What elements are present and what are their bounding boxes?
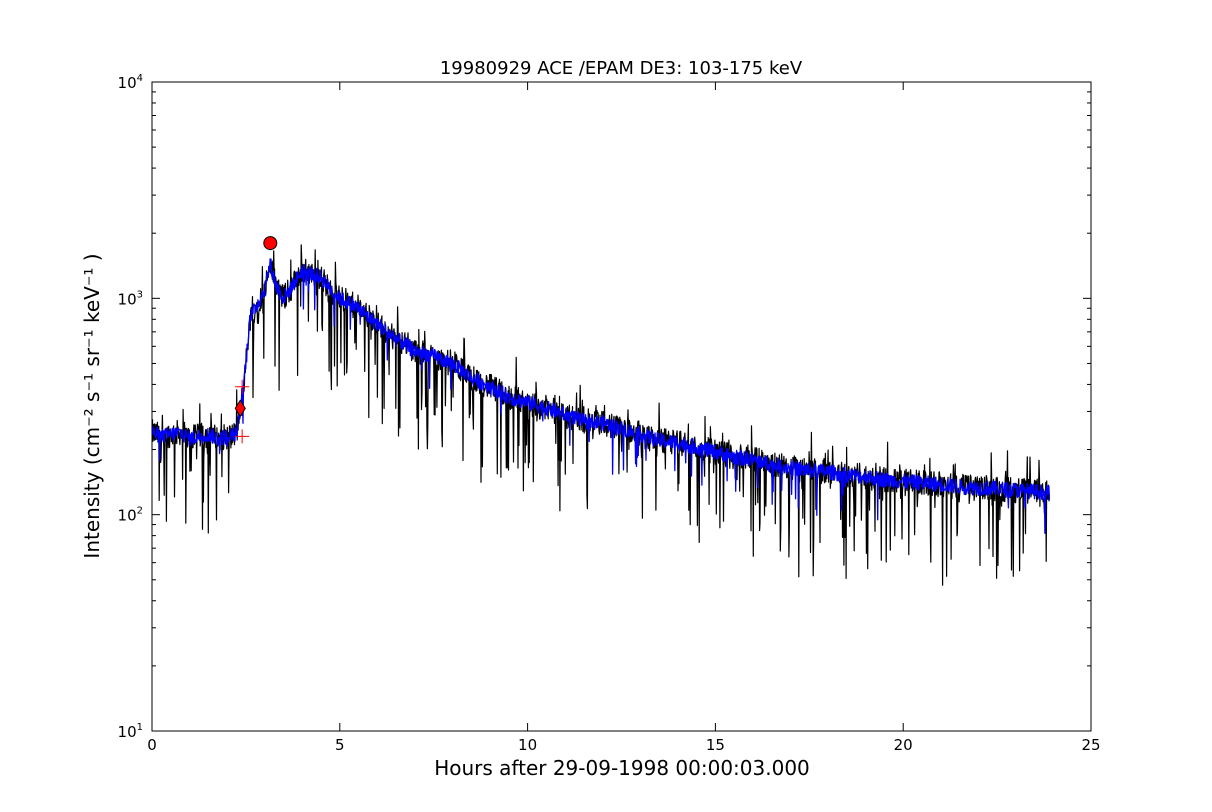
x-axis-label: Hours after 29-09-1998 00:00:03.000	[434, 756, 810, 780]
series-line-1	[151, 258, 1051, 534]
x-tick-label: 0	[147, 736, 157, 754]
series-line-0	[151, 244, 1050, 586]
x-tick-label: 5	[335, 736, 345, 754]
x-tick-label: 15	[706, 736, 725, 754]
x-tick-label: 10	[518, 736, 537, 754]
marker-layer	[234, 236, 278, 444]
peak-marker	[263, 236, 278, 251]
plot-frame	[151, 81, 1092, 732]
tick-layer	[151, 81, 1092, 732]
y-tick-label: 104	[118, 73, 143, 92]
y-tick-label: 103	[118, 289, 143, 308]
y-axis-label: Intensity (cm⁻² s⁻¹ sr⁻¹ keV⁻¹ )	[80, 253, 104, 558]
chart-title: 19980929 ACE /EPAM DE3: 103-175 keV	[440, 58, 803, 79]
error-marker-3	[235, 429, 250, 444]
label-layer: 0 5 10 15 20 25 101 102 103 104	[118, 73, 1101, 754]
x-tick-label: 20	[894, 736, 913, 754]
series-layer	[151, 244, 1051, 586]
y-tick-label: 102	[118, 506, 143, 525]
error-marker-2	[235, 379, 250, 394]
x-tick-label: 25	[1081, 736, 1100, 754]
onset-marker	[234, 399, 246, 418]
y-tick-label: 101	[118, 722, 143, 741]
